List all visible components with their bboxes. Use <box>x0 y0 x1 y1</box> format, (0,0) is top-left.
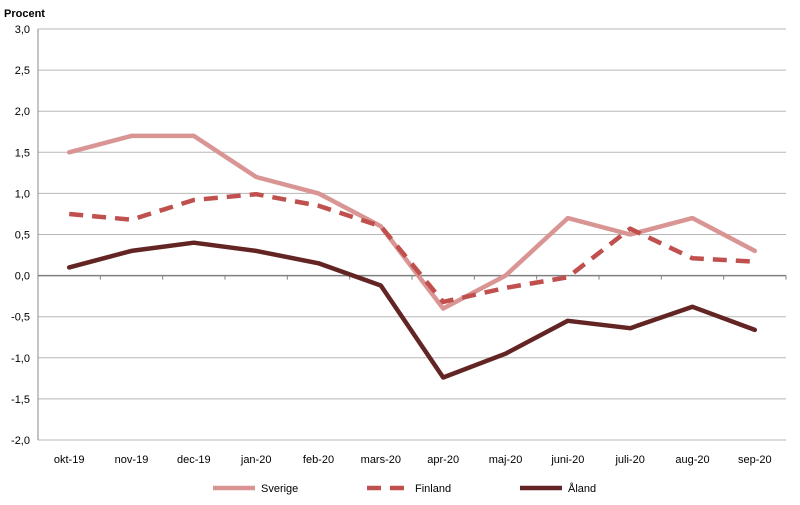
y-tick-label: 0,5 <box>15 230 30 242</box>
legend-label: Sverige <box>261 483 298 495</box>
series-line-finland <box>68 191 755 305</box>
legend-label: Finland <box>415 483 451 495</box>
legend: Sverige Finland Åland <box>213 482 596 495</box>
y-tick-label: 0,0 <box>15 271 30 283</box>
x-tick-label: jan-20 <box>240 454 272 466</box>
x-tick-label: dec-19 <box>177 454 211 466</box>
y-tick-label: 2,5 <box>15 65 30 77</box>
series-line--land <box>66 240 758 380</box>
x-tick-label: sep-20 <box>738 454 772 466</box>
grid-layer <box>38 28 786 441</box>
x-tick-label: juni-20 <box>550 454 584 466</box>
y-tick-label: 1,0 <box>15 188 30 200</box>
series-layer <box>66 133 758 380</box>
y-tick-label: 3,0 <box>15 24 30 36</box>
y-tick-label: -0,5 <box>11 312 30 324</box>
x-tick-label: feb-20 <box>303 454 334 466</box>
x-tick-label: aug-20 <box>675 454 709 466</box>
y-axis-unit-label: Procent <box>4 8 45 20</box>
x-tick-label: maj-20 <box>489 454 523 466</box>
y-tick-label: -1,0 <box>11 353 30 365</box>
x-tick-label: juli-20 <box>614 454 644 466</box>
series-line-sverige <box>66 133 758 311</box>
y-tick-label: 1,5 <box>15 147 30 159</box>
x-tick-label: apr-20 <box>427 454 459 466</box>
y-tick-label: -2,0 <box>11 435 30 447</box>
y-tick-label: -1,5 <box>11 394 30 406</box>
x-tick-label: nov-19 <box>115 454 149 466</box>
legend-label: Åland <box>568 482 596 495</box>
x-tick-label: okt-19 <box>54 454 85 466</box>
y-tick-label: 2,0 <box>15 106 30 118</box>
x-tick-label: mars-20 <box>361 454 401 466</box>
axis-layer: 3,0 2,5 2,0 1,5 1,0 0,5 0,0 -0,5 -1,0 -1,5 -2,0 okt… <box>11 24 787 466</box>
